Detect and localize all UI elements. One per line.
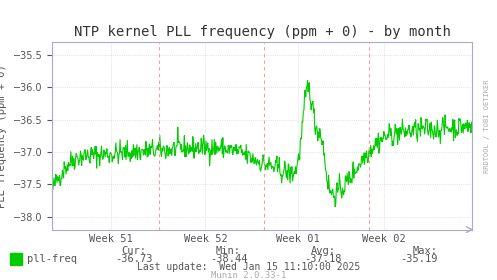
- Text: Cur:: Cur:: [122, 246, 147, 256]
- Text: Last update:  Wed Jan 15 11:10:00 2025: Last update: Wed Jan 15 11:10:00 2025: [137, 262, 360, 272]
- Text: -37.18: -37.18: [304, 254, 342, 264]
- Text: -38.44: -38.44: [210, 254, 248, 264]
- Text: -35.19: -35.19: [400, 254, 437, 264]
- Text: Avg:: Avg:: [311, 246, 335, 256]
- Text: -36.73: -36.73: [115, 254, 153, 264]
- Text: Munin 2.0.33-1: Munin 2.0.33-1: [211, 271, 286, 280]
- Title: NTP kernel PLL frequency (ppm + 0) - by month: NTP kernel PLL frequency (ppm + 0) - by …: [74, 25, 451, 39]
- Y-axis label: PLL frequency (ppm + 0): PLL frequency (ppm + 0): [0, 64, 7, 208]
- Text: pll-freq: pll-freq: [27, 254, 78, 264]
- Text: Max:: Max:: [413, 246, 437, 256]
- Text: RRDTOOL / TOBI OETIKER: RRDTOOL / TOBI OETIKER: [484, 79, 490, 173]
- Text: Min:: Min:: [216, 246, 241, 256]
